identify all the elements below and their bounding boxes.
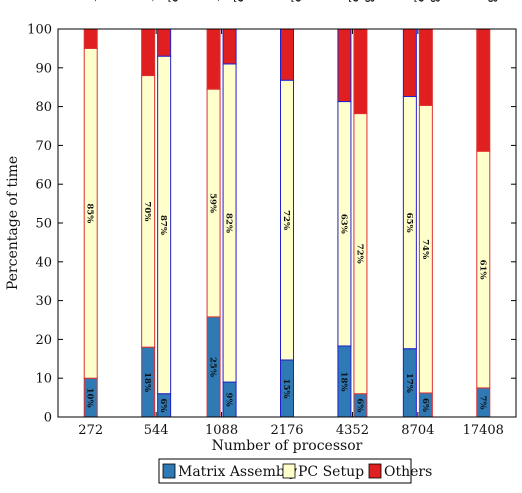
data-label-matrix-assembly: 25% — [208, 357, 218, 377]
data-label-matrix-assembly: 7% — [477, 395, 487, 409]
legend-label: PC Setup — [298, 464, 364, 480]
y-tick-label: 70 — [35, 139, 52, 154]
axis-ticks: 0 10 20 30 40 50 60 70 80 90 100 272 544 1088 2176 4352… — [27, 23, 516, 438]
y-tick-label: 90 — [35, 61, 52, 76]
data-label-matrix-assembly: 6% — [158, 398, 168, 412]
legend-label: Matrix Assembly — [178, 464, 297, 480]
y-tick-label: 50 — [35, 217, 52, 232]
bar-segment-others — [353, 28, 368, 115]
method-label: M3 — [361, 0, 376, 3]
method-label: M1 — [149, 0, 164, 3]
data-label-pc-setup: 63% — [338, 214, 348, 234]
data-label-pc-setup: 70% — [142, 201, 152, 221]
data-label-matrix-assembly: 18% — [338, 372, 348, 392]
data-label-matrix-assembly: 6% — [420, 398, 430, 412]
data-label-matrix-assembly: 15% — [281, 379, 291, 399]
method-label: M2 — [230, 0, 245, 3]
data-label-matrix-assembly: 17% — [404, 373, 414, 393]
data-label-matrix-assembly: 6% — [354, 398, 364, 412]
y-tick-label: 10 — [35, 372, 52, 387]
bar-segment-others — [280, 28, 294, 81]
data-label-pc-setup: 87% — [158, 215, 168, 235]
bar-segment-others — [222, 28, 237, 65]
data-label-pc-setup: 72% — [354, 244, 364, 264]
bar-segment-others — [402, 28, 417, 98]
legend: Matrix Assembly PC Setup Others — [158, 458, 432, 484]
bar-segment-others — [476, 28, 491, 152]
x-tick-label: 1088 — [205, 423, 238, 438]
method-label: M2 — [345, 0, 360, 3]
bar-segment-others — [337, 28, 352, 103]
bar-segment-others — [83, 28, 98, 49]
data-label-matrix-assembly: 10% — [85, 388, 95, 408]
x-tick-label: 4352 — [336, 423, 369, 438]
y-tick-label: 30 — [35, 294, 52, 309]
data-label-pc-setup: 85% — [85, 203, 95, 223]
data-label-pc-setup: 65% — [404, 213, 414, 233]
legend-swatch — [368, 463, 382, 479]
data-label-pc-setup: 82% — [224, 213, 234, 233]
bar-labels: M1 10% 85% M1 18% 70% M2 6% 87% M1 25% 59% M2 9% 82% M2… — [85, 0, 499, 412]
x-axis-label: Number of processor — [212, 438, 363, 454]
method-label: M1 — [214, 0, 229, 3]
data-label-pc-setup: 74% — [420, 239, 430, 259]
bar-segment-others — [418, 28, 433, 106]
method-label: M2 — [410, 0, 425, 3]
y-tick-label: 0 — [44, 411, 52, 426]
x-tick-label: 17408 — [463, 423, 504, 438]
legend-swatch — [162, 463, 176, 479]
data-label-pc-setup: 59% — [208, 193, 218, 213]
x-tick-label: 272 — [78, 423, 103, 438]
x-tick-label: 2176 — [270, 423, 303, 438]
method-label: M2 — [165, 0, 180, 3]
x-tick-label: 544 — [144, 423, 169, 438]
method-label: M1 — [91, 0, 106, 3]
y-axis-label: Percentage of time — [5, 156, 21, 290]
method-label: M3 — [426, 0, 441, 3]
data-label-pc-setup: 72% — [281, 210, 291, 230]
y-tick-label: 100 — [27, 23, 52, 38]
data-label-pc-setup: 61% — [477, 260, 487, 280]
y-tick-label: 20 — [35, 333, 52, 348]
bar-segment-others — [141, 28, 156, 77]
y-tick-label: 80 — [35, 100, 52, 115]
method-label: M2 — [288, 0, 303, 3]
y-tick-label: 40 — [35, 255, 52, 270]
plot-frame — [57, 28, 517, 418]
bars — [83, 28, 491, 418]
y-tick-label: 60 — [35, 178, 52, 193]
x-tick-label: 8704 — [401, 423, 434, 438]
method-label: M3 — [484, 0, 499, 3]
bar-segment-others — [157, 28, 172, 57]
data-label-matrix-assembly: 18% — [142, 372, 152, 392]
bar-segment-others — [206, 28, 221, 90]
legend-swatch — [282, 463, 296, 479]
legend-label: Others — [384, 464, 432, 480]
data-label-matrix-assembly: 9% — [224, 393, 234, 407]
